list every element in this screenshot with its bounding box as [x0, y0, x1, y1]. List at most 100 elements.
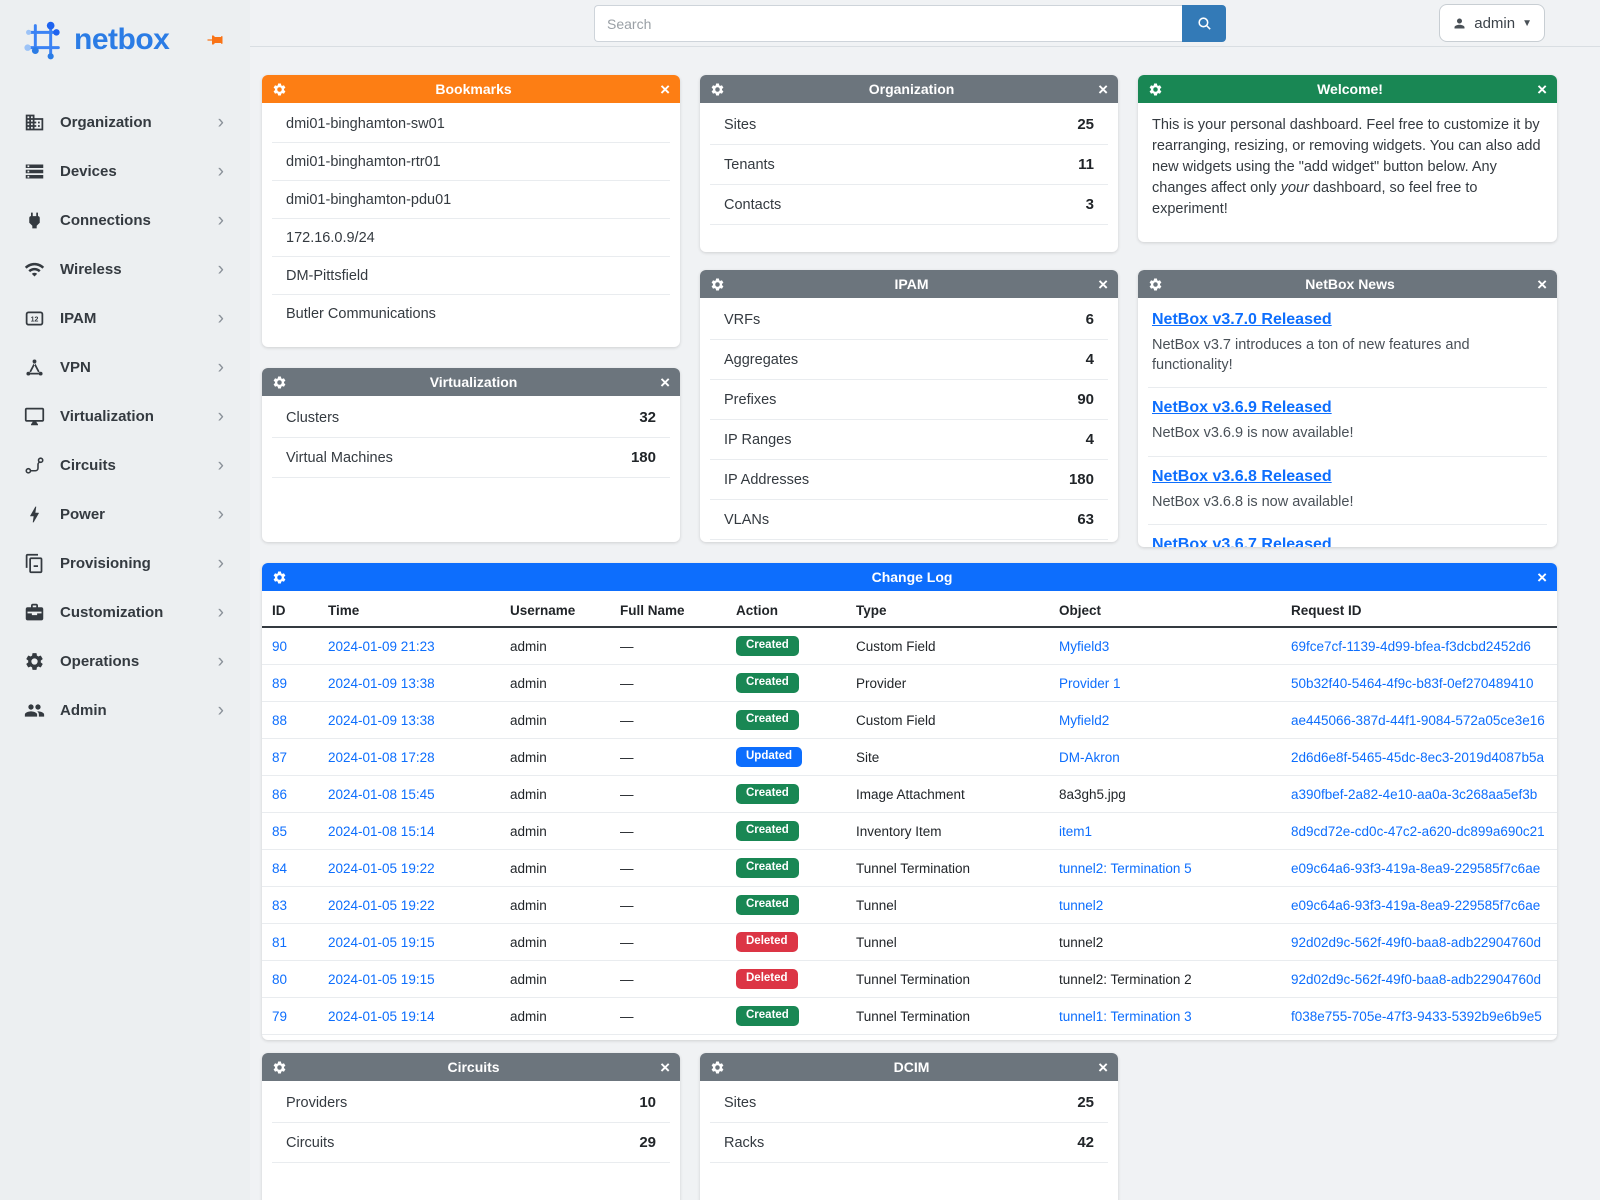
- change-time-link[interactable]: 2024-01-09 21:23: [328, 638, 435, 654]
- sidebar-item-wireless[interactable]: Wireless ›: [0, 245, 250, 294]
- news-link[interactable]: NetBox v3.6.9 Released: [1152, 399, 1332, 417]
- object-link[interactable]: tunnel1: Termination 3: [1059, 1008, 1192, 1024]
- widget-config-icon[interactable]: [710, 277, 725, 292]
- bookmark-item[interactable]: dmi01-binghamton-sw01: [272, 105, 670, 143]
- sidebar-item-circuits[interactable]: Circuits ›: [0, 441, 250, 490]
- widget-config-icon[interactable]: [710, 82, 725, 97]
- object-link[interactable]: tunnel2: Termination 5: [1059, 860, 1192, 876]
- change-id-link[interactable]: 90: [272, 638, 288, 654]
- widget-close-icon[interactable]: ×: [1098, 1057, 1108, 1077]
- change-id-link[interactable]: 83: [272, 897, 288, 913]
- bookmark-item[interactable]: DM-Pittsfield: [272, 257, 670, 295]
- object-link[interactable]: Myfield3: [1059, 638, 1110, 654]
- user-menu-button[interactable]: admin ▼: [1439, 4, 1545, 42]
- type-cell: Image Attachment: [846, 775, 1049, 813]
- change-id-link[interactable]: 81: [272, 934, 288, 950]
- table-row: 79 2024-01-05 19:14 admin — Created Tunnel Te…: [262, 997, 1557, 1035]
- sidebar-item-ipam[interactable]: 12 IPAM ›: [0, 294, 250, 343]
- sidebar-item-organization[interactable]: Organization ›: [0, 98, 250, 147]
- widget-config-icon[interactable]: [272, 570, 287, 585]
- object-link[interactable]: Myfield2: [1059, 712, 1110, 728]
- change-time-link[interactable]: 2024-01-05 19:22: [328, 860, 435, 876]
- request-id-link[interactable]: f038e755-705e-47f3-9433-5392b9e6b9e5: [1291, 1008, 1542, 1024]
- request-id-link[interactable]: 69fce7cf-1139-4d99-bfea-f3dcbd2452d6: [1291, 638, 1531, 654]
- object-link[interactable]: Provider 1: [1059, 675, 1121, 691]
- user-icon: [1454, 18, 1465, 28]
- dcim-widget: DCIM × Sites 25 Racks 42: [700, 1053, 1118, 1200]
- pin-icon[interactable]: [206, 31, 224, 49]
- change-time-link[interactable]: 2024-01-05 19:22: [328, 897, 435, 913]
- change-time-link[interactable]: 2024-01-08 15:45: [328, 786, 435, 802]
- widget-config-icon[interactable]: [272, 82, 287, 97]
- change-time-link[interactable]: 2024-01-09 13:38: [328, 675, 435, 691]
- change-time-link[interactable]: 2024-01-08 15:14: [328, 823, 435, 839]
- sidebar-item-connections[interactable]: Connections ›: [0, 196, 250, 245]
- bookmark-item[interactable]: 172.16.0.9/24: [272, 219, 670, 257]
- admin-icon: [24, 700, 45, 721]
- widget-close-icon[interactable]: ×: [660, 1057, 670, 1077]
- news-link[interactable]: NetBox v3.6.7 Released: [1152, 536, 1332, 547]
- request-id-link[interactable]: 92d02d9c-562f-49f0-baa8-adb22904760d: [1291, 934, 1541, 950]
- change-time-link[interactable]: 2024-01-05 19:15: [328, 934, 435, 950]
- search-input[interactable]: [594, 5, 1182, 42]
- object-link[interactable]: tunnel2: [1059, 897, 1104, 913]
- sidebar-item-admin[interactable]: Admin ›: [0, 686, 250, 735]
- change-time-link[interactable]: 2024-01-05 19:14: [328, 1008, 435, 1024]
- request-id-link[interactable]: e09c64a6-93f3-419a-8ea9-229585f7c6ae: [1291, 860, 1541, 876]
- request-id-link[interactable]: 50b32f40-5464-4f9c-b83f-0ef270489410: [1291, 675, 1534, 691]
- widget-close-icon[interactable]: ×: [660, 79, 670, 99]
- stat-row: Circuits 29: [272, 1123, 670, 1163]
- change-id-link[interactable]: 88: [272, 712, 288, 728]
- username-cell: admin: [500, 701, 610, 739]
- column-header: ID: [262, 593, 318, 628]
- request-id-link[interactable]: 2d6d6e8f-5465-45dc-8ec3-2019d4087b5a: [1291, 749, 1544, 765]
- change-time-link[interactable]: 2024-01-05 19:15: [328, 971, 435, 987]
- sidebar-item-vpn[interactable]: VPN ›: [0, 343, 250, 392]
- bookmark-item[interactable]: dmi01-binghamton-pdu01: [272, 181, 670, 219]
- widget-title: NetBox News: [1305, 276, 1395, 292]
- widget-close-icon[interactable]: ×: [1098, 79, 1108, 99]
- sidebar-item-provisioning[interactable]: Provisioning ›: [0, 539, 250, 588]
- type-cell: Tunnel Termination: [846, 997, 1049, 1035]
- bookmark-item[interactable]: Butler Communications: [286, 305, 436, 322]
- change-id-link[interactable]: 80: [272, 971, 288, 987]
- widget-config-icon[interactable]: [1148, 82, 1163, 97]
- widget-close-icon[interactable]: ×: [1537, 274, 1547, 294]
- brand[interactable]: netbox: [0, 0, 250, 76]
- object-link[interactable]: item1: [1059, 823, 1093, 839]
- change-id-link[interactable]: 84: [272, 860, 288, 876]
- stat-label: Sites: [724, 116, 757, 133]
- change-id-link[interactable]: 85: [272, 823, 288, 839]
- sidebar-item-virtualization[interactable]: Virtualization ›: [0, 392, 250, 441]
- request-id-link[interactable]: e09c64a6-93f3-419a-8ea9-229585f7c6ae: [1291, 897, 1541, 913]
- change-id-link[interactable]: 86: [272, 786, 288, 802]
- widget-config-icon[interactable]: [1148, 277, 1163, 292]
- type-cell: Tunnel Termination: [846, 849, 1049, 887]
- request-id-link[interactable]: a390fbef-2a82-4e10-aa0a-3c268aa5ef3b: [1291, 786, 1538, 802]
- change-time-link[interactable]: 2024-01-08 17:28: [328, 749, 435, 765]
- widget-config-icon[interactable]: [272, 375, 287, 390]
- widget-config-icon[interactable]: [710, 1060, 725, 1075]
- sidebar-item-operations[interactable]: Operations ›: [0, 637, 250, 686]
- widget-close-icon[interactable]: ×: [660, 372, 670, 392]
- full-name-cell: —: [610, 960, 726, 998]
- request-id-link[interactable]: ae445066-387d-44f1-9084-572a05ce3e16: [1291, 712, 1545, 728]
- sidebar-item-customization[interactable]: Customization ›: [0, 588, 250, 637]
- sidebar-item-power[interactable]: Power ›: [0, 490, 250, 539]
- widget-config-icon[interactable]: [272, 1060, 287, 1075]
- news-link[interactable]: NetBox v3.7.0 Released: [1152, 311, 1332, 328]
- object-link[interactable]: DM-Akron: [1059, 749, 1120, 765]
- change-id-link[interactable]: 89: [272, 675, 288, 691]
- search-button[interactable]: [1182, 5, 1226, 42]
- bookmark-item[interactable]: dmi01-binghamton-rtr01: [272, 143, 670, 181]
- request-id-link[interactable]: 92d02d9c-562f-49f0-baa8-adb22904760d: [1291, 971, 1541, 987]
- change-id-link[interactable]: 79: [272, 1008, 288, 1024]
- widget-close-icon[interactable]: ×: [1098, 274, 1108, 294]
- widget-close-icon[interactable]: ×: [1537, 79, 1547, 99]
- change-id-link[interactable]: 87: [272, 749, 288, 765]
- news-link[interactable]: NetBox v3.6.8 Released: [1152, 467, 1332, 485]
- change-time-link[interactable]: 2024-01-09 13:38: [328, 712, 435, 728]
- sidebar-item-devices[interactable]: Devices ›: [0, 147, 250, 196]
- request-id-link[interactable]: 8d9cd72e-cd0c-47c2-a620-dc899a690c21: [1291, 823, 1545, 839]
- widget-close-icon[interactable]: ×: [1537, 567, 1547, 587]
